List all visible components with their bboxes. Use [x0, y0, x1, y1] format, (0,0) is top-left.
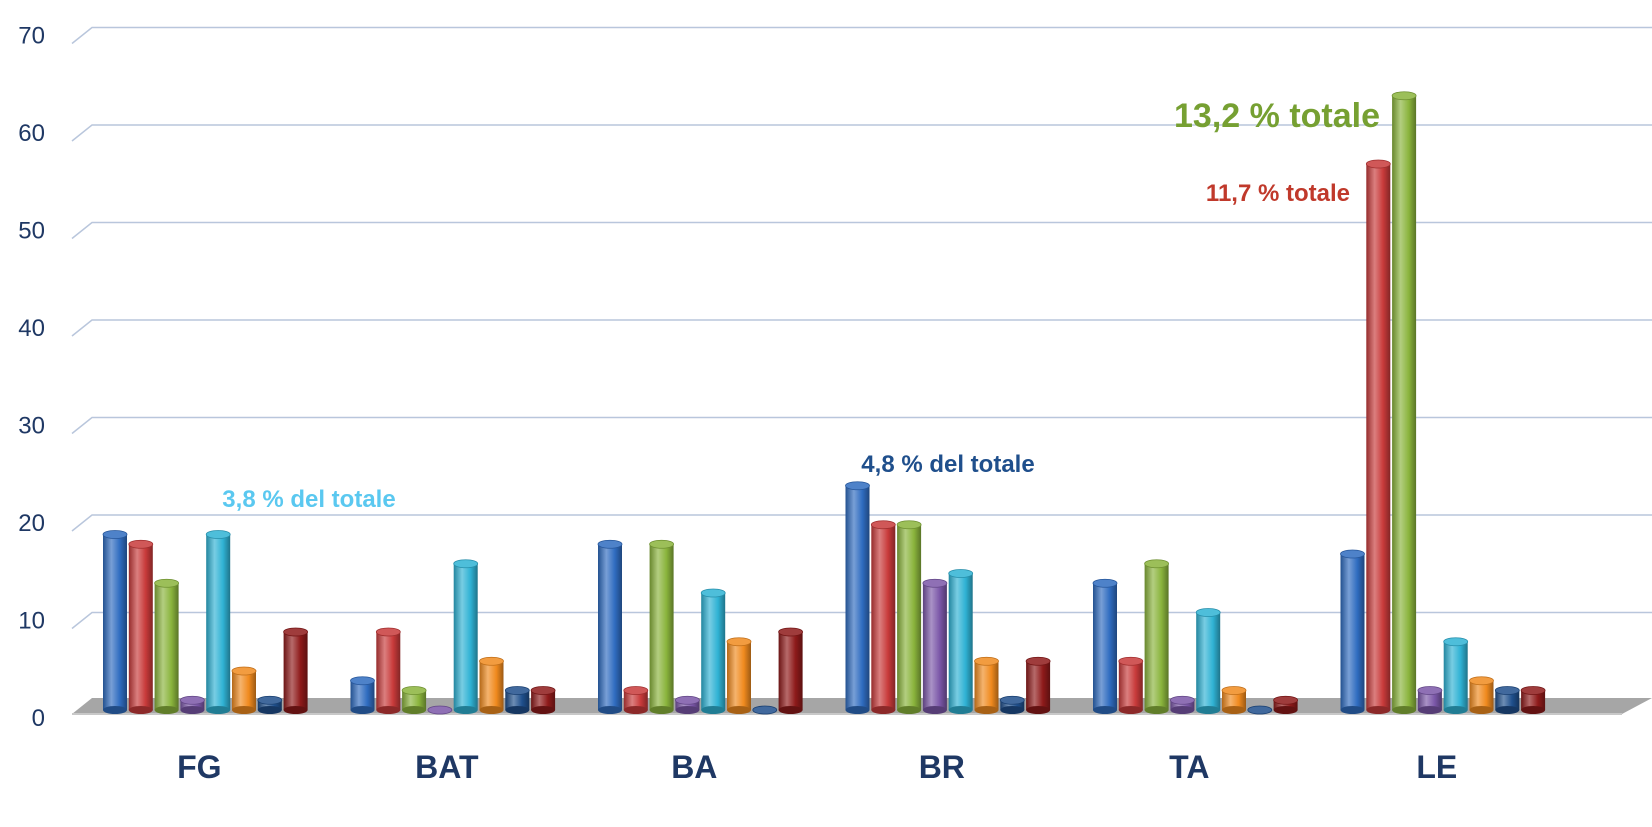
bar-ba-s5: [700, 588, 726, 714]
gridline: [71, 221, 1652, 240]
y-tick-label: 40: [18, 315, 45, 342]
bar-br-s8: [1025, 656, 1051, 714]
y-tick-label: 60: [18, 120, 45, 147]
gridlines: [71, 26, 1652, 630]
y-tick-label: 50: [18, 218, 45, 245]
bar-ta-s3: [1144, 559, 1169, 714]
y-tick-label: 70: [18, 23, 45, 50]
bar-br-s2: [870, 520, 896, 714]
bar-le-s6: [1469, 676, 1494, 714]
x-tick-label-br: BR: [919, 749, 965, 785]
bars: [102, 91, 1546, 715]
bar-br-s4: [922, 578, 948, 714]
bar-bat-s5: [453, 559, 479, 714]
bar-br-s1: [845, 481, 870, 714]
bar-bat-s1: [350, 676, 375, 714]
x-tick-label-fg: FG: [177, 749, 221, 785]
bar-fg-s8: [283, 627, 309, 714]
bar-fg-s4: [179, 695, 205, 714]
bar-br-s6: [974, 656, 999, 714]
annotations: 3,8 % del totale 4,8 % del totale 11,7 % t…: [222, 97, 1380, 513]
bar-ba-s7: [752, 705, 778, 715]
bar-ta-s5: [1195, 608, 1221, 714]
y-tick-label: 0: [32, 705, 45, 732]
bar-ta-s8: [1273, 695, 1298, 714]
bar-ba-s2: [623, 686, 649, 714]
bar-bat-s2: [375, 627, 401, 714]
annotation-label: 13,2 % totale: [1174, 97, 1380, 135]
bar-ba-s4: [675, 695, 700, 714]
bar-ba-s1: [597, 539, 623, 714]
bar-ta-s4: [1170, 695, 1195, 714]
bar-fg-s1: [102, 530, 128, 714]
x-axis-labels: FG BAT BA BR TA LE: [177, 749, 1457, 785]
x-tick-label-ba: BA: [671, 749, 717, 785]
x-tick-label-le: LE: [1416, 749, 1457, 785]
gridline: [71, 26, 1652, 45]
bar-br-s7: [999, 695, 1025, 714]
bar-ta-s2: [1118, 656, 1144, 714]
annotation-label: 3,8 % del totale: [222, 486, 395, 513]
bar-fg-s5: [205, 530, 231, 714]
annotation-label: 11,7 % totale: [1206, 180, 1350, 207]
bar-le-s7: [1494, 686, 1520, 714]
y-tick-label: 10: [18, 608, 45, 635]
bar-ba-s6: [726, 637, 752, 714]
bar-bat-s3: [401, 686, 427, 714]
x-tick-label-bat: BAT: [415, 749, 479, 785]
bar-le-s1: [1340, 549, 1365, 714]
bar-ba-s8: [778, 627, 803, 714]
bar-fg-s7: [257, 695, 283, 714]
bar-br-s3: [896, 520, 922, 714]
y-tick-label: 20: [18, 510, 45, 537]
bar-fg-s3: [154, 578, 180, 714]
annotation-label: 4,8 % del totale: [861, 451, 1034, 478]
gridline: [71, 124, 1652, 142]
bar-bat-s8: [530, 686, 556, 714]
y-axis-ticks: 0 10 20 30 40 50 60 70: [18, 23, 45, 733]
bar-fg-s2: [128, 539, 154, 714]
x-tick-label-ta: TA: [1169, 749, 1209, 785]
bar-le-s3: [1391, 91, 1417, 714]
bar-le-s8: [1520, 686, 1546, 714]
bar-le-s4: [1417, 686, 1443, 714]
gridline: [71, 514, 1652, 532]
gridline: [71, 416, 1652, 435]
bar-ba-s3: [649, 539, 674, 714]
bar-le-s2: [1365, 159, 1391, 714]
bar-bat-s7: [504, 686, 530, 714]
y-tick-label: 30: [18, 413, 45, 440]
bar-ta-s1: [1092, 578, 1118, 714]
bar-le-s5: [1443, 637, 1469, 714]
bar-ta-s7: [1247, 705, 1273, 715]
bar-br-s5: [948, 569, 974, 714]
gridline: [71, 611, 1652, 630]
bar-bat-s6: [479, 656, 504, 714]
bar-ta-s6: [1221, 686, 1247, 714]
bar-fg-s6: [231, 666, 257, 714]
gridline: [71, 319, 1652, 337]
bar-bat-s4: [427, 705, 453, 715]
